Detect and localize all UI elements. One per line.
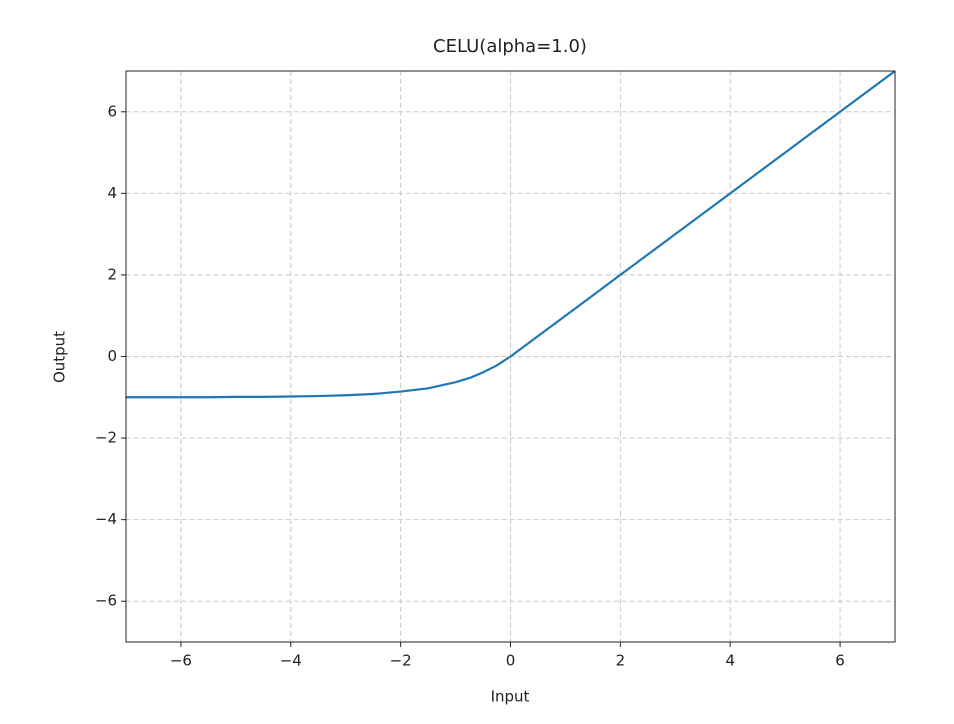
x-tick-label: −6 (170, 652, 192, 670)
chart-title: CELU(alpha=1.0) (433, 36, 587, 57)
data-line (126, 71, 895, 399)
y-tick-label: 0 (107, 347, 117, 365)
x-tick-label: −2 (390, 652, 412, 670)
y-tick-label: 2 (107, 265, 117, 283)
y-tick-label: −6 (95, 592, 117, 610)
y-tick-label: 6 (107, 102, 117, 120)
x-axis-label: Input (491, 688, 530, 706)
y-tick-label: −4 (95, 510, 117, 528)
x-tick-label: −4 (280, 652, 302, 670)
x-tick-label: 0 (506, 652, 516, 670)
y-tick-label: −2 (95, 429, 117, 447)
plot-frame (125, 70, 896, 643)
y-tick-label: 4 (107, 184, 117, 202)
x-tick-label: 4 (725, 652, 735, 670)
y-axis-label: Output (51, 331, 69, 383)
x-tick-label: 6 (835, 652, 845, 670)
x-tick-label: 2 (616, 652, 626, 670)
